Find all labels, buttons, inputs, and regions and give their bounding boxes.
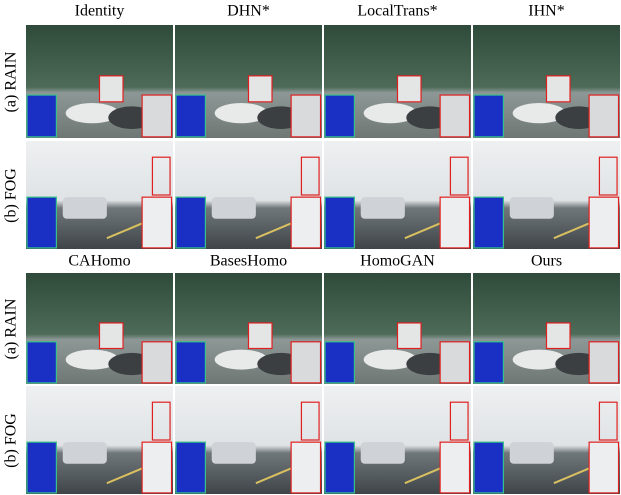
inset-zoom — [589, 197, 618, 248]
inset-error — [325, 442, 354, 493]
zoom-box — [547, 76, 571, 102]
inset-zoom — [589, 342, 618, 383]
row-label: (b) FOG — [3, 168, 20, 223]
inset-zoom — [291, 197, 320, 248]
van — [361, 197, 405, 219]
inset-zoom — [589, 442, 618, 493]
inset-zoom — [142, 95, 171, 137]
inset-error — [27, 442, 56, 493]
column-title: DHN* — [227, 3, 270, 20]
column-title: BasesHomo — [210, 253, 287, 270]
zoom-box — [398, 323, 422, 349]
zoom-box — [249, 323, 273, 349]
inset-zoom — [440, 442, 469, 493]
van — [63, 442, 107, 464]
inset-zoom — [440, 95, 469, 137]
row-label: (b) FOG — [3, 413, 20, 468]
inset-zoom — [142, 342, 171, 383]
inset-zoom — [440, 342, 469, 383]
inset-error — [27, 95, 56, 137]
zoom-box — [398, 76, 422, 102]
inset-error — [325, 95, 354, 137]
column-title: HomoGAN — [360, 253, 435, 270]
inset-zoom — [291, 95, 320, 137]
inset-zoom — [440, 197, 469, 248]
inset-error — [176, 95, 205, 137]
inset-error — [27, 342, 56, 383]
van — [510, 197, 554, 219]
inset-zoom — [589, 95, 618, 137]
inset-zoom — [142, 442, 171, 493]
van — [63, 197, 107, 219]
column-title: LocalTrans* — [357, 3, 437, 20]
inset-zoom — [291, 442, 320, 493]
row-label: (a) RAIN — [3, 298, 20, 359]
inset-error — [176, 342, 205, 383]
inset-zoom — [291, 342, 320, 383]
zoom-box — [100, 76, 124, 102]
inset-error — [176, 197, 205, 248]
zoom-box — [249, 76, 273, 102]
inset-error — [474, 197, 503, 248]
inset-error — [27, 197, 56, 248]
inset-error — [325, 197, 354, 248]
inset-error — [176, 442, 205, 493]
inset-error — [474, 342, 503, 383]
zoom-box — [100, 323, 124, 349]
inset-error — [325, 342, 354, 383]
figure: Identity DHN* LocalTrans* IHN* (a) RAIN (b) F… — [0, 0, 621, 495]
column-title: IHN* — [528, 3, 564, 20]
inset-zoom — [142, 197, 171, 248]
van — [510, 442, 554, 464]
van — [212, 197, 256, 219]
row-label: (a) RAIN — [3, 51, 20, 112]
column-title: Identity — [75, 3, 125, 20]
inset-error — [474, 95, 503, 137]
van — [361, 442, 405, 464]
van — [212, 442, 256, 464]
zoom-box — [547, 323, 571, 349]
inset-error — [474, 442, 503, 493]
column-title: CAHomo — [68, 253, 130, 270]
column-title: Ours — [531, 253, 562, 270]
